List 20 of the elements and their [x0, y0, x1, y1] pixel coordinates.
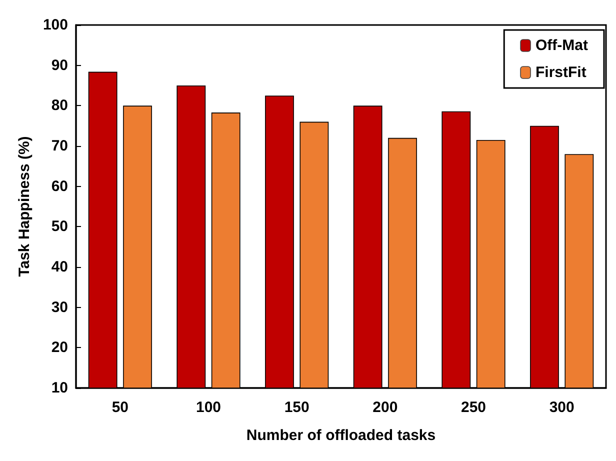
y-tick-label: 10	[51, 380, 68, 396]
y-tick-label: 70	[51, 138, 68, 154]
x-tick-label: 100	[196, 399, 222, 416]
x-tick-label: 250	[460, 399, 486, 416]
x-axis-title: Number of offloaded tasks	[246, 427, 436, 444]
y-axis-title: Task Happiness (%)	[16, 136, 34, 277]
x-tick-label: 300	[549, 399, 574, 416]
y-tick-label: 20	[51, 339, 68, 356]
y-tick-label: 80	[51, 97, 68, 114]
legend-label: FirstFit	[536, 64, 586, 81]
y-tick-label: 90	[51, 56, 68, 74]
x-tick-label: 50	[112, 399, 129, 416]
y-tick-label: 100	[42, 16, 68, 34]
y-tick-label: 50	[51, 218, 68, 236]
y-tick-label: 40	[51, 258, 68, 276]
x-tick-label: 200	[372, 399, 398, 416]
x-tick-label: 150	[284, 399, 310, 416]
y-tick-label: 60	[51, 178, 68, 195]
legend-label: Off-Mat	[536, 37, 588, 54]
y-tick-label: 30	[51, 298, 68, 316]
